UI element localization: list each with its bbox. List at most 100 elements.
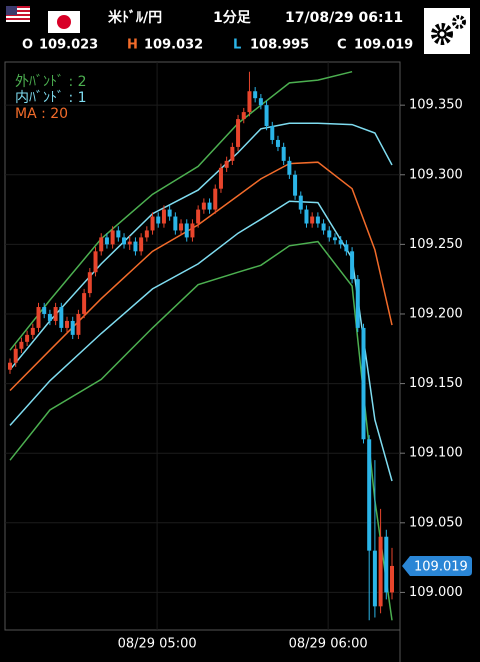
candle-body xyxy=(327,230,332,238)
x-tick-label: 08/29 06:00 xyxy=(289,637,368,652)
ohlc-letter: L xyxy=(233,38,241,53)
candle-body xyxy=(236,119,241,147)
price-tag-label: 109.019 xyxy=(414,559,468,574)
candle xyxy=(287,156,292,179)
candle xyxy=(82,288,87,319)
candle xyxy=(270,121,275,145)
candle xyxy=(384,529,389,600)
candle-body xyxy=(87,272,92,294)
candle-body xyxy=(304,209,309,224)
candle xyxy=(25,330,30,346)
candle xyxy=(161,205,166,228)
candle-body xyxy=(355,279,360,328)
candle xyxy=(87,268,92,298)
ohlc-letter: H xyxy=(127,38,138,53)
candle xyxy=(93,247,98,277)
candle xyxy=(53,302,58,326)
interval: 1分足 xyxy=(213,10,252,26)
candle xyxy=(110,226,115,249)
band-line xyxy=(9,161,393,392)
candle xyxy=(310,212,315,228)
candle xyxy=(30,323,35,340)
price-tag xyxy=(402,555,472,576)
candle-body xyxy=(179,223,184,231)
candle-body xyxy=(201,202,206,210)
candle-body xyxy=(378,536,383,607)
candle xyxy=(361,323,366,444)
candle xyxy=(156,212,161,228)
candle-body xyxy=(70,320,75,335)
candle xyxy=(19,337,24,353)
candle xyxy=(390,547,394,600)
ohlc-value: 109.023 xyxy=(39,38,98,53)
candle-body xyxy=(59,307,64,328)
candle-body xyxy=(207,202,212,210)
candle xyxy=(42,302,47,319)
candle xyxy=(167,205,172,221)
candle xyxy=(127,236,132,250)
datetime: 17/08/29 06:11 xyxy=(285,10,403,26)
candle xyxy=(350,247,355,284)
us-flag xyxy=(6,6,30,22)
candle-body xyxy=(196,209,201,224)
candle xyxy=(355,275,360,333)
candle xyxy=(47,309,52,326)
candle xyxy=(122,233,127,249)
candle-body xyxy=(173,216,178,231)
candle xyxy=(213,184,218,214)
y-tick-label: 109.150 xyxy=(409,376,463,391)
candle xyxy=(196,205,201,228)
candle-body xyxy=(384,536,389,593)
candle xyxy=(264,100,269,131)
candle xyxy=(70,316,75,340)
candle-body xyxy=(298,195,303,210)
candle xyxy=(36,302,41,333)
candle xyxy=(59,302,64,333)
candle xyxy=(139,233,144,256)
candle-body xyxy=(310,216,315,224)
candle-body xyxy=(230,146,235,161)
candle xyxy=(338,236,343,249)
candle-body xyxy=(184,223,189,238)
candle xyxy=(281,142,286,166)
candle xyxy=(133,237,138,256)
candle-body xyxy=(47,313,52,321)
candle-body xyxy=(247,91,252,113)
candle xyxy=(241,107,246,124)
candle-body xyxy=(344,244,349,252)
candle xyxy=(293,170,298,200)
candle xyxy=(247,71,252,117)
ohlc-value: 109.032 xyxy=(144,38,203,53)
settings-button[interactable] xyxy=(424,8,470,54)
band-line xyxy=(9,122,393,371)
candle xyxy=(13,344,18,367)
candle xyxy=(218,163,223,193)
candle-body xyxy=(287,160,292,175)
ohlc-value: 108.995 xyxy=(250,38,309,53)
candle-body xyxy=(350,251,355,280)
candle xyxy=(275,135,280,152)
legend-entry: 内ﾊﾞﾝﾄﾞ : 1 xyxy=(15,90,87,106)
candle-body xyxy=(116,230,121,238)
candle xyxy=(298,191,303,214)
candle xyxy=(236,114,241,152)
candle-body xyxy=(275,139,280,147)
candle-body xyxy=(161,209,166,224)
candle-body xyxy=(42,307,47,314)
candle-body xyxy=(390,565,394,593)
y-tick-label: 109.100 xyxy=(409,446,463,461)
jp-flag xyxy=(48,11,80,33)
candle-body xyxy=(270,126,275,140)
candle-body xyxy=(213,188,218,210)
candle-body xyxy=(264,105,269,127)
candle-body xyxy=(281,146,286,161)
candle-body xyxy=(338,240,343,245)
y-tick-label: 109.250 xyxy=(409,237,463,252)
candle-body xyxy=(36,307,41,328)
candle xyxy=(304,205,309,228)
candle-body xyxy=(13,348,18,363)
candle-body xyxy=(127,241,132,245)
candle xyxy=(116,226,121,242)
band-line xyxy=(9,70,353,351)
